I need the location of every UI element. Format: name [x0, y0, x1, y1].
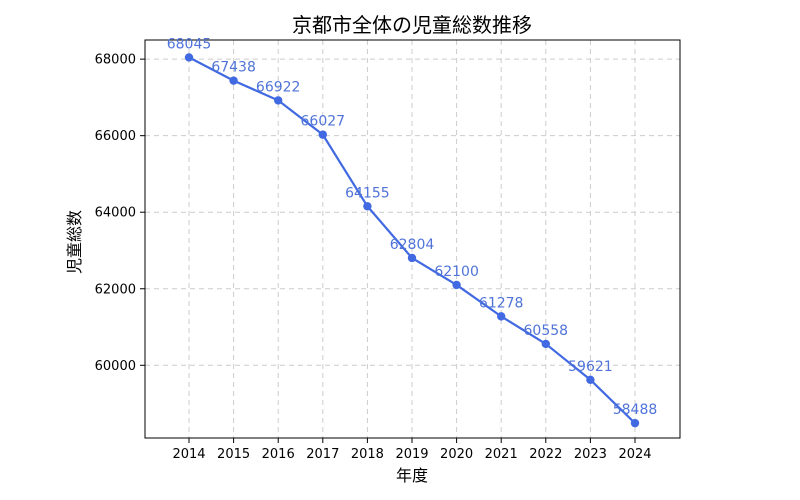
data-point: [452, 280, 461, 290]
y-axis-label: 児童総数: [65, 210, 84, 274]
y-tick-label: 60000: [95, 359, 136, 374]
x-tick-label: 2015: [217, 447, 250, 462]
x-tick-label: 2022: [529, 447, 562, 462]
x-axis-ticks: 2014 2015 2016 2017 2018 2019 2020 2021 2022 2023…: [172, 438, 652, 462]
data-label: 58488: [613, 402, 658, 418]
data-point: [184, 53, 194, 62]
x-tick-label: 2024: [618, 447, 651, 462]
x-tick-label: 2014: [172, 447, 205, 462]
data-label: 66027: [301, 114, 346, 130]
data-point: [363, 202, 372, 211]
data-point: [586, 375, 595, 384]
data-label: 61278: [479, 295, 524, 311]
y-tick-label: 66000: [95, 129, 136, 144]
data-label: 62804: [390, 237, 435, 253]
chart-title: 京都市全体の児童総数推移: [292, 13, 532, 37]
x-tick-label: 2020: [440, 447, 473, 462]
x-tick-label: 2023: [574, 447, 607, 462]
data-label: 68045: [167, 36, 212, 52]
y-tick-label: 68000: [95, 53, 136, 68]
x-tick-label: 2018: [351, 447, 384, 462]
x-axis-label: 年度: [396, 466, 428, 485]
x-tick-label: 2017: [306, 447, 339, 462]
data-point: [630, 418, 640, 428]
grid-lines: [145, 40, 680, 438]
data-label: 60558: [524, 323, 569, 339]
data-point: [497, 312, 506, 321]
data-label: 59621: [568, 359, 613, 375]
series-layer: [184, 53, 640, 428]
data-label: 67438: [211, 60, 256, 76]
y-tick-label: 64000: [95, 206, 136, 221]
data-point: [318, 130, 327, 139]
x-tick-label: 2019: [395, 447, 428, 462]
data-label: 64155: [345, 185, 390, 201]
data-label: 66922: [256, 79, 301, 95]
x-tick-label: 2016: [262, 447, 295, 462]
y-axis-ticks: 60000 62000 64000 66000 68000: [95, 53, 145, 374]
data-label: 62100: [434, 264, 479, 280]
data-point: [229, 76, 238, 85]
data-point: [274, 96, 283, 105]
x-tick-label: 2021: [485, 447, 518, 462]
data-point: [541, 339, 550, 349]
y-tick-label: 62000: [95, 282, 136, 297]
data-point: [407, 253, 417, 263]
